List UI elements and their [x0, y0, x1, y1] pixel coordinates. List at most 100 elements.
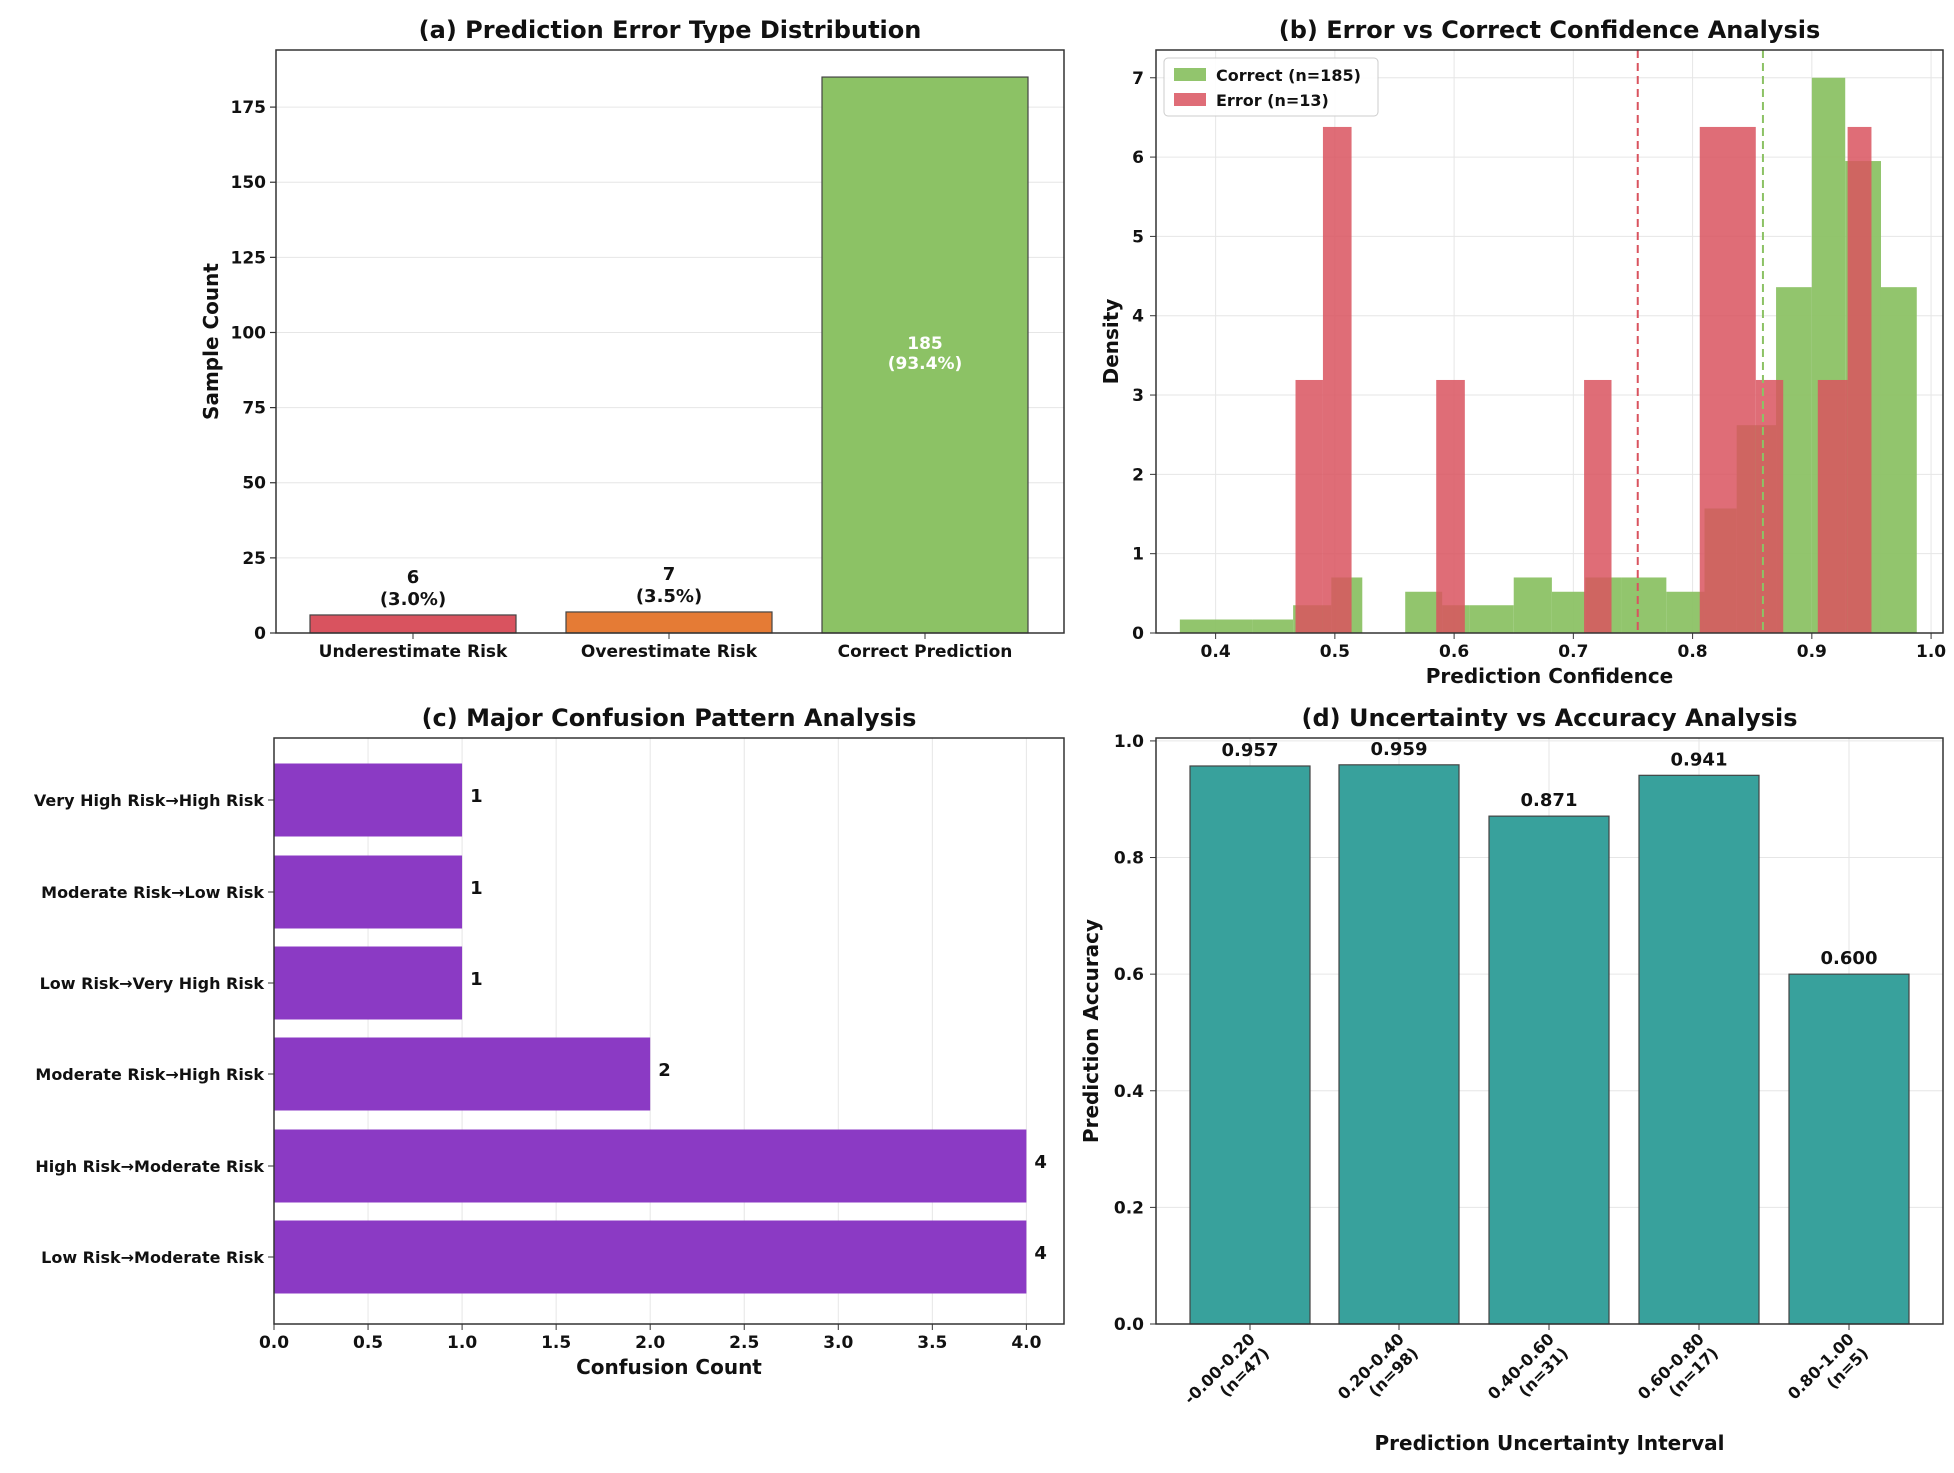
bar: [274, 1220, 1027, 1294]
data-label: 0.941: [1671, 749, 1728, 770]
legend-swatch: [1174, 68, 1206, 81]
histogram-bar: [1880, 287, 1917, 633]
y-tick-label: Moderate Risk→Low Risk: [41, 883, 264, 902]
legend-box: [1163, 57, 1379, 117]
y-tick-label: 3: [1132, 386, 1144, 406]
bar: [1338, 764, 1460, 1325]
data-label: 6: [407, 567, 420, 588]
x-tick-label: 0.0: [259, 1333, 289, 1353]
x-tick-label: 3.5: [917, 1333, 947, 1353]
y-tick-label: 125: [231, 248, 267, 268]
x-tick-label: Correct Prediction: [838, 642, 1013, 662]
data-label: (3.5%): [636, 586, 702, 607]
data-label: 0.959: [1371, 739, 1428, 760]
bar: [274, 946, 463, 1020]
x-tick-label-group: -0.00-0.20(n=47): [1180, 1329, 1273, 1408]
y-tick-label: 1: [1132, 545, 1144, 565]
chart-title: (a) Prediction Error Type Distribution: [419, 16, 922, 44]
x-tick-label: 4.0: [1011, 1333, 1041, 1353]
panel-c: 0.0 0.5 1.0 1.5 2.0 2.5 3.0 3.5 4.0 Very High Ris…: [34, 704, 1065, 1379]
x-tick-label-group: 0.40-0.60(n=31): [1484, 1329, 1572, 1403]
histogram-bar: [1551, 591, 1586, 633]
x-tick-label: 1.5: [541, 1333, 571, 1353]
y-tick-label: Very High Risk→High Risk: [34, 791, 265, 810]
histogram-bar: [1513, 577, 1552, 633]
x-tick-label: 0.4: [1201, 642, 1231, 662]
histogram-bar: [1817, 379, 1848, 633]
histogram-bar: [1847, 126, 1872, 634]
data-label: 1: [470, 786, 483, 807]
y-tick-label: 175: [231, 98, 267, 118]
histogram-bar: [1699, 126, 1756, 634]
histogram-bar: [1322, 126, 1352, 634]
plot-frame: [1155, 49, 1944, 634]
y-tick-label: 75: [242, 399, 266, 419]
data-label: 185: [907, 334, 943, 354]
data-label: (93.4%): [888, 354, 963, 374]
x-axis-label: Confusion Count: [576, 1355, 762, 1379]
y-tick-label: 0.4: [1114, 1082, 1144, 1102]
panel-b: 0.4 0.5 0.6 0.7 0.8 0.9 1.0 0 1 2 3 4 5 6 7 Correct (n=…: [1099, 16, 1946, 688]
x-tick-label: 1.0: [447, 1333, 477, 1353]
bar: [1638, 774, 1760, 1325]
legend-label: Correct (n=185): [1216, 66, 1361, 85]
data-label: 0.600: [1821, 948, 1878, 969]
y-axis-label: Sample Count: [199, 263, 223, 420]
histogram-bar: [1252, 619, 1294, 633]
y-tick-label: High Risk→Moderate Risk: [35, 1157, 264, 1176]
y-tick-label: 4: [1132, 307, 1144, 327]
bar: [274, 855, 463, 929]
histogram-bar: [1584, 379, 1612, 633]
y-tick-label: 0.2: [1114, 1198, 1144, 1218]
data-label: 4: [1034, 1152, 1047, 1173]
y-tick-label: 0: [1132, 624, 1144, 644]
bar: [1189, 765, 1311, 1325]
histogram-bar: [1405, 591, 1443, 633]
data-label: 0.871: [1521, 790, 1578, 811]
bar: [821, 76, 1029, 634]
y-tick-label: 1.0: [1114, 732, 1144, 752]
y-axis-label: Prediction Accuracy: [1079, 919, 1103, 1143]
x-tick-label: 2.5: [729, 1333, 759, 1353]
x-tick-label: 0.5: [353, 1333, 383, 1353]
x-tick-label: 0.8: [1678, 642, 1708, 662]
histogram-bar: [1436, 379, 1465, 633]
data-label: 4: [1034, 1243, 1047, 1264]
chart-title: (b) Error vs Correct Confidence Analysis: [1279, 16, 1821, 44]
y-axis-label: Density: [1099, 299, 1123, 385]
plot-frame: [273, 737, 1065, 1325]
bar: [565, 611, 773, 634]
bar: [1488, 815, 1610, 1325]
data-label: (3.0%): [380, 589, 446, 610]
bar: [274, 1129, 1027, 1203]
y-tick-label: 2: [1132, 465, 1144, 485]
x-tick-label: 0.7: [1558, 642, 1588, 662]
y-tick-label: 0.6: [1114, 965, 1144, 985]
x-tick-label: 1.0: [1916, 642, 1946, 662]
x-tick-label: 0.6: [1439, 642, 1469, 662]
legend: Correct (n=185) Error (n=13): [1163, 57, 1379, 117]
data-label: 1: [470, 969, 483, 990]
chart-title: (c) Major Confusion Pattern Analysis: [422, 704, 917, 732]
x-tick-label-group: 0.80-1.00(n=5): [1784, 1329, 1872, 1403]
histogram-bar: [1469, 605, 1514, 633]
y-tick-label: 6: [1132, 148, 1144, 168]
y-tick-label: Low Risk→Moderate Risk: [41, 1248, 264, 1267]
y-tick-label: 150: [231, 173, 267, 193]
data-label: 7: [663, 564, 676, 585]
x-tick-label: 0.5: [1320, 642, 1350, 662]
data-label: 0.957: [1222, 740, 1279, 761]
y-tick-label: 0.8: [1114, 849, 1144, 869]
bar: [274, 763, 463, 837]
panel-d: 0.0 0.2 0.4 0.6 0.8 1.0 0.957 -0.00-0.20(n=47) 0…: [1079, 704, 1944, 1455]
y-tick-label: 7: [1132, 69, 1144, 89]
bar: [1788, 973, 1910, 1325]
x-tick-label: 3.0: [823, 1333, 853, 1353]
x-tick-label-group: 0.20-0.40(n=98): [1334, 1329, 1422, 1403]
y-tick-label: 5: [1132, 227, 1144, 247]
y-tick-label: Low Risk→Very High Risk: [40, 974, 265, 993]
legend-swatch: [1174, 93, 1206, 106]
legend-label: Error (n=13): [1216, 91, 1329, 110]
